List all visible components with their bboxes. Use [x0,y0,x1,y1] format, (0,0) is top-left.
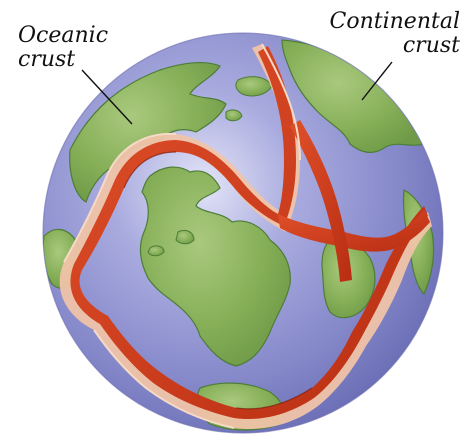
island-center-a [176,230,194,243]
continental-label-line2: crust [300,34,460,58]
oceanic-crust-label: Oceanic crust [18,24,108,72]
island-center-b [148,246,164,256]
continental-label-line1: Continental [300,10,460,34]
continental-crust-label: Continental crust [300,10,460,58]
oceanic-label-line1: Oceanic [18,24,108,48]
oceanic-label-line2: crust [18,48,108,72]
